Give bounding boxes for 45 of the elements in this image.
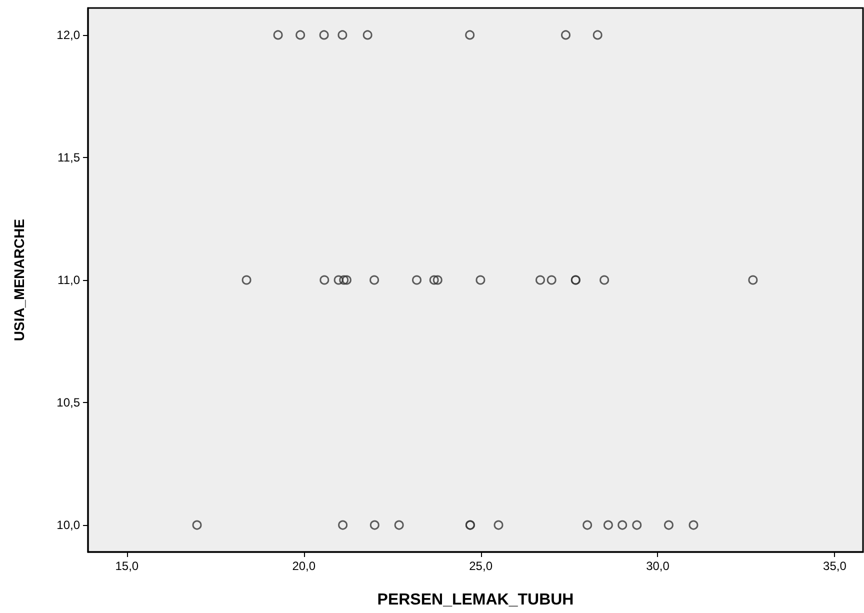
- point: [688, 520, 698, 530]
- point: [394, 520, 404, 530]
- point: [342, 275, 352, 285]
- x-tick-label: 25,0: [469, 559, 493, 573]
- x-tick-label: 15,0: [115, 559, 139, 573]
- y-tick-label: 10,5: [56, 396, 80, 410]
- point: [296, 30, 306, 40]
- point: [362, 30, 372, 40]
- x-tick-label: 30,0: [646, 559, 670, 573]
- point: [582, 520, 592, 530]
- point: [546, 275, 556, 285]
- y-tick-label: 10,0: [56, 518, 80, 532]
- point: [320, 275, 330, 285]
- point: [494, 520, 504, 530]
- point: [465, 30, 475, 40]
- point: [339, 275, 349, 285]
- point: [603, 520, 613, 530]
- point: [192, 520, 202, 530]
- point: [536, 275, 546, 285]
- y-axis-title: USIA_MENARCHE: [11, 218, 27, 342]
- y-tick-label: 11,0: [58, 273, 80, 287]
- point: [748, 275, 758, 285]
- point: [412, 275, 422, 285]
- point: [432, 275, 442, 285]
- point: [476, 275, 486, 285]
- point: [242, 275, 252, 285]
- point: [319, 30, 329, 40]
- y-tick-label: 11,5: [58, 150, 80, 164]
- point: [592, 30, 602, 40]
- point: [618, 520, 628, 530]
- point: [600, 275, 610, 285]
- x-tick-label: 20,0: [292, 559, 316, 573]
- point: [429, 275, 439, 285]
- point: [338, 30, 348, 40]
- point: [561, 30, 570, 40]
- point: [338, 520, 348, 530]
- point: [273, 30, 283, 40]
- y-tick-label: 12,0: [56, 28, 80, 42]
- point: [370, 520, 380, 530]
- point: [334, 275, 344, 285]
- x-tick-label: 35,0: [823, 559, 847, 573]
- point: [632, 520, 642, 530]
- x-axis-title: PERSEN_LEMAK_TUBUH: [377, 592, 574, 608]
- point: [664, 520, 674, 530]
- point: [370, 275, 380, 285]
